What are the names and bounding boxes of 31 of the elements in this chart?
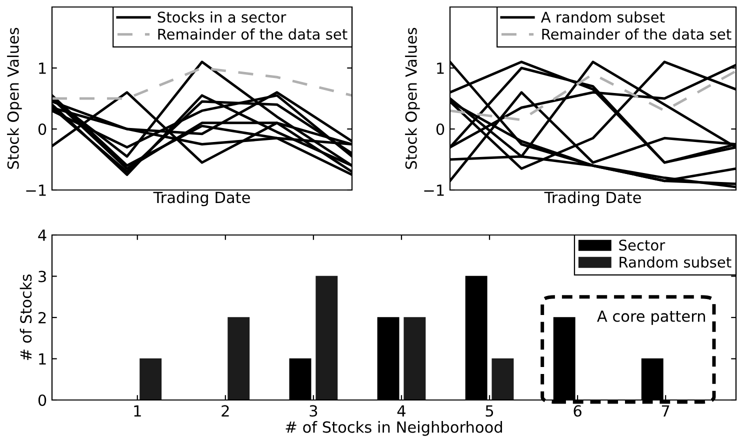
y-axis-title: # of Stocks bbox=[20, 274, 32, 360]
x-tick-label: 1 bbox=[134, 405, 141, 416]
y-tick-label: 0 bbox=[38, 394, 46, 406]
legend-label: Stocks in a sector bbox=[158, 11, 286, 23]
y-tick-label: 2 bbox=[38, 312, 46, 324]
y-tick-label: 1 bbox=[39, 353, 46, 365]
y-tick-label: 0 bbox=[436, 123, 444, 136]
y-tick-label: −1 bbox=[424, 184, 444, 196]
x-tick-label: 6 bbox=[574, 405, 582, 417]
x-tick-label: 4 bbox=[397, 405, 406, 416]
x-tick-label: 7 bbox=[662, 405, 670, 416]
legend-label: Random subset bbox=[620, 256, 732, 268]
legend-label: Sector bbox=[619, 240, 666, 251]
x-tick-label: 2 bbox=[222, 405, 229, 416]
y-axis-title: Stock Open Values bbox=[405, 28, 420, 169]
y-tick-label: 0 bbox=[38, 123, 46, 136]
legend-label: Remainder of the data set bbox=[158, 28, 348, 40]
y-tick-label: 3 bbox=[38, 270, 46, 282]
y-axis-title: Stock Open Values bbox=[7, 28, 22, 169]
x-axis-title: Trading Date bbox=[153, 191, 250, 206]
legend-label: A random subset bbox=[540, 11, 665, 23]
y-tick-label: 4 bbox=[38, 230, 46, 241]
x-tick-label: 3 bbox=[310, 405, 318, 417]
y-tick-label: −1 bbox=[26, 184, 46, 196]
x-axis-title: # of Stocks in Neighborhood bbox=[286, 421, 502, 436]
legend-label: Remainder of the data set bbox=[542, 28, 732, 40]
x-axis-title: Trading Date bbox=[544, 191, 641, 206]
y-tick-label: 1 bbox=[437, 62, 444, 74]
y-tick-label: 1 bbox=[39, 62, 46, 74]
x-tick-label: 5 bbox=[486, 405, 494, 417]
annotation: A core pattern bbox=[597, 310, 705, 325]
